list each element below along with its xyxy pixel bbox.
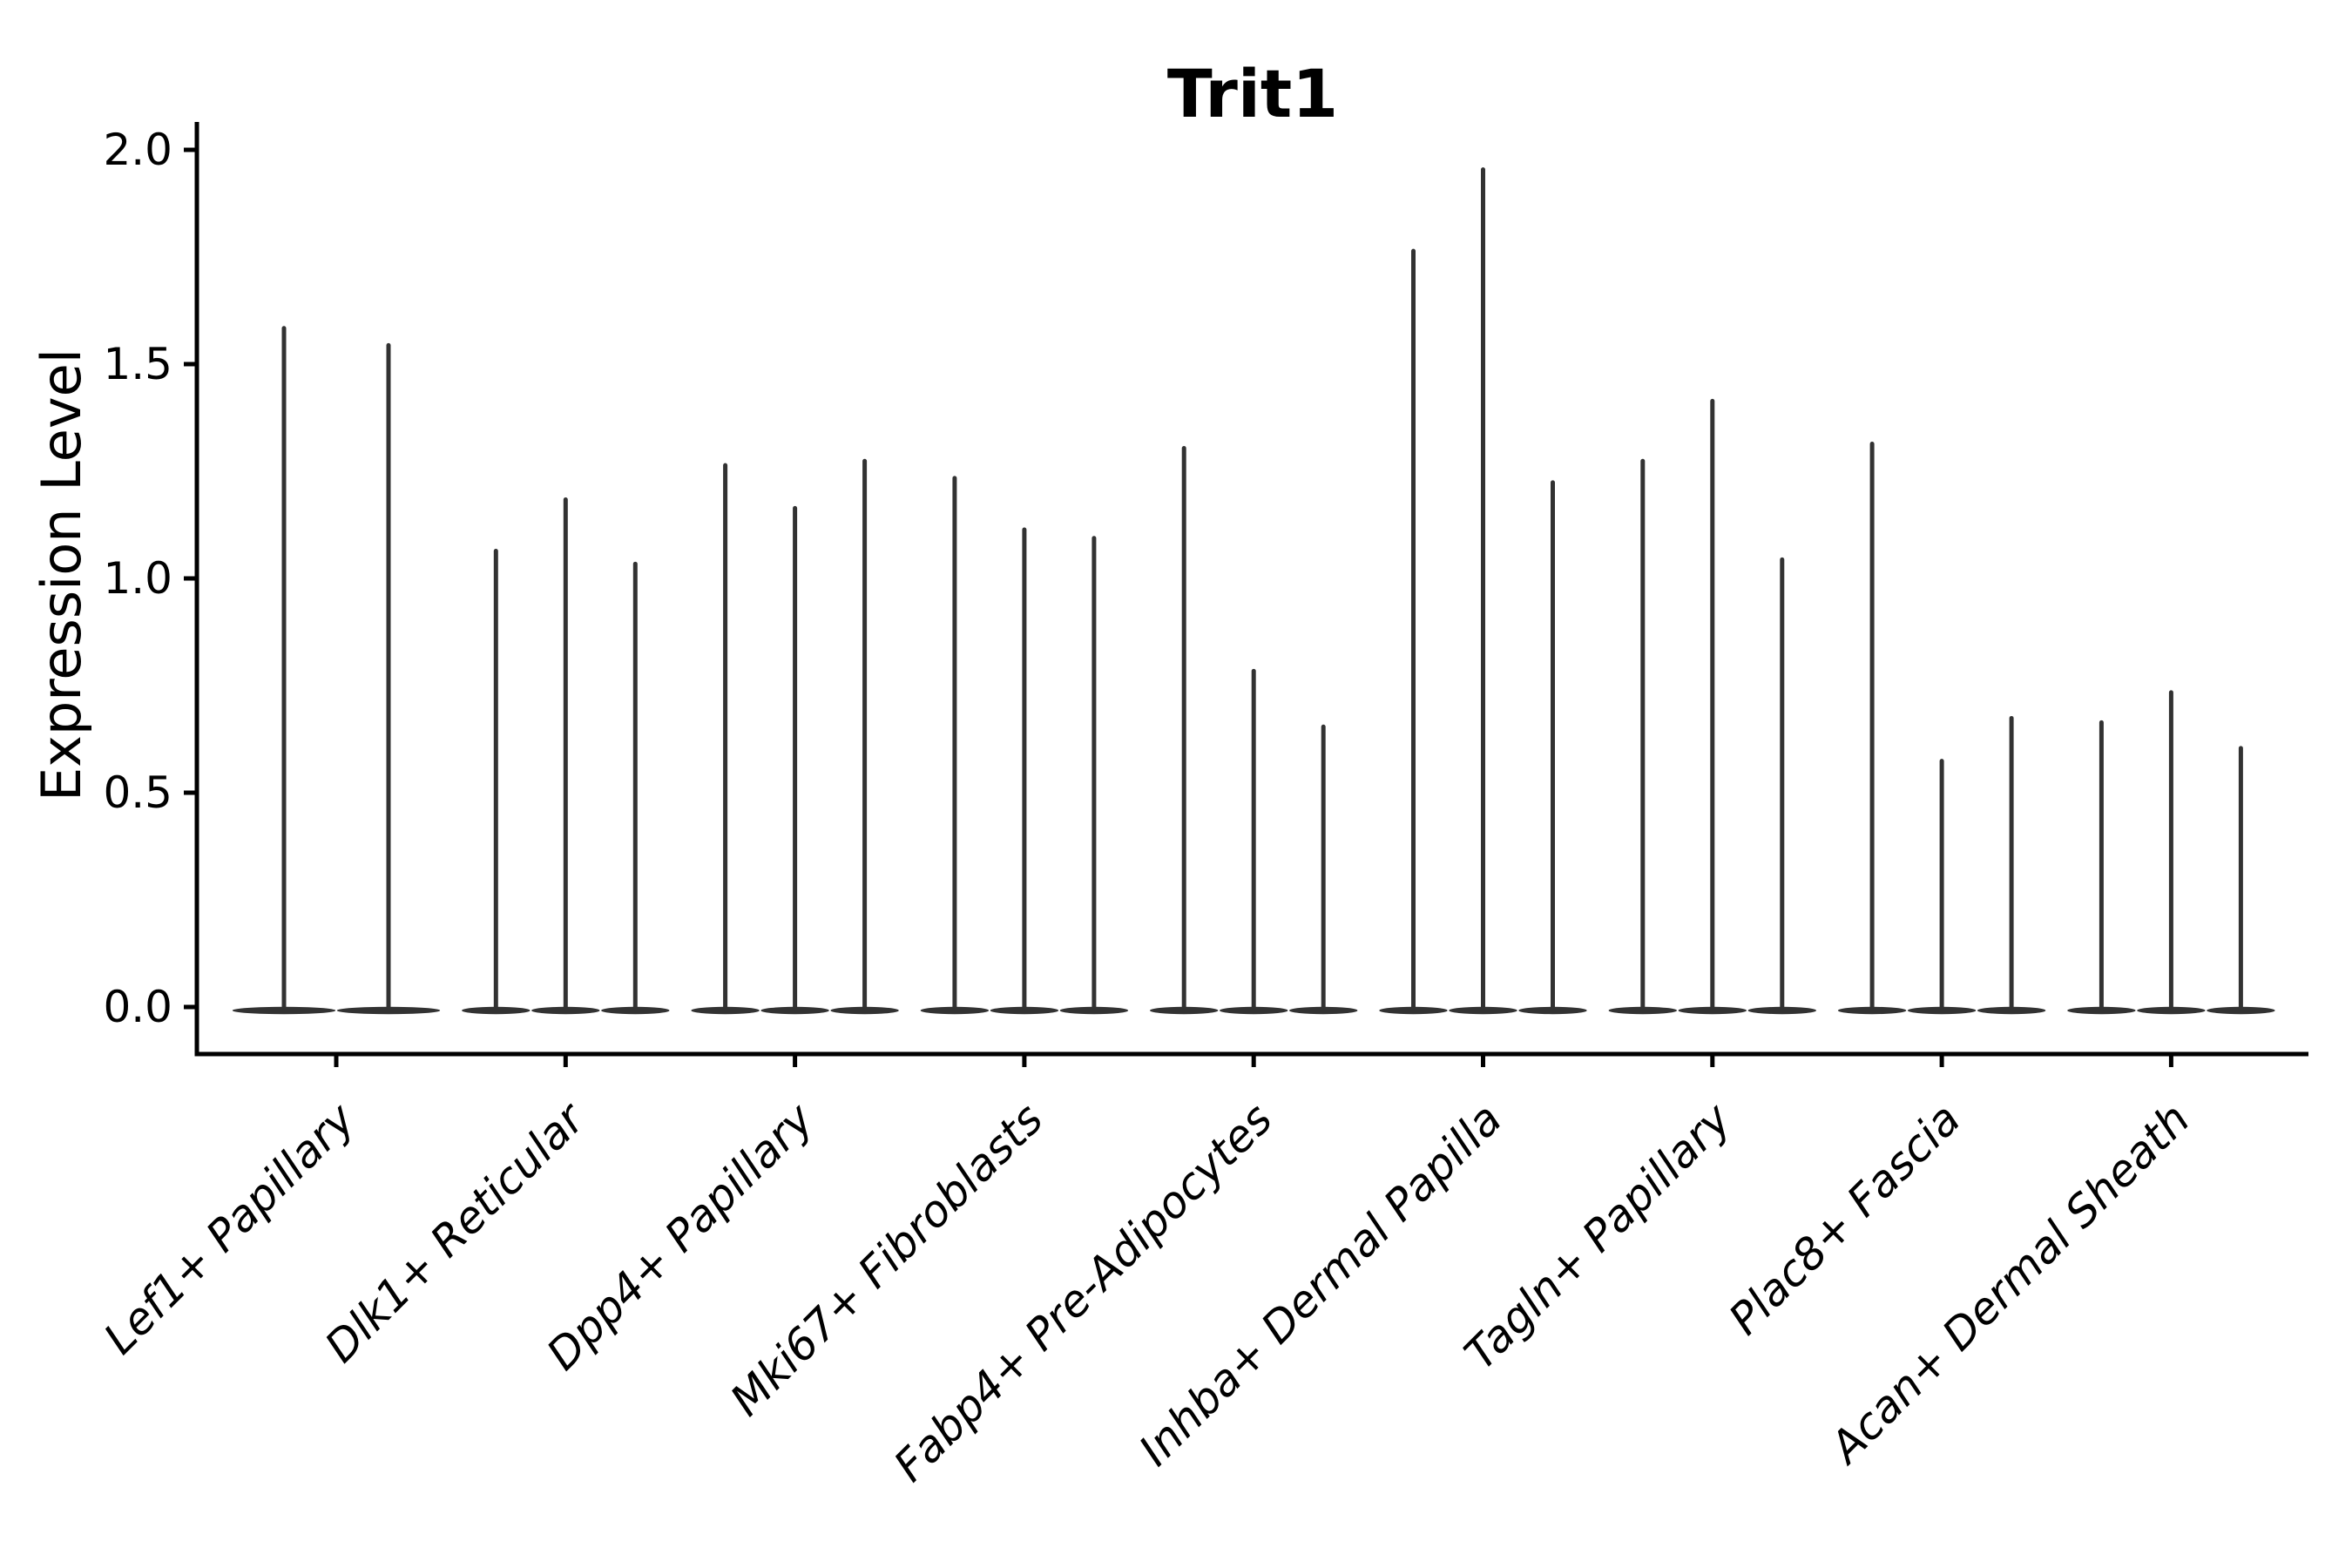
violins <box>232 167 2275 1015</box>
y-tick-label: 1.5 <box>103 339 172 389</box>
violin-group <box>1837 442 2046 1015</box>
y-tick-label: 1.0 <box>103 553 172 604</box>
y-tick-label: 0.0 <box>103 982 172 1032</box>
violin-group <box>2067 690 2275 1015</box>
violin-group <box>232 326 441 1015</box>
x-tick-label: Fabp4+ Pre-Adipocytes <box>884 1093 1282 1491</box>
violin-group <box>462 497 670 1015</box>
violin-group <box>1379 167 1587 1015</box>
y-tick-label: 0.5 <box>103 767 172 818</box>
violin-group <box>691 458 899 1015</box>
y-axis-label: Expression Level <box>30 348 93 801</box>
y-tick-label: 2.0 <box>103 125 172 175</box>
x-tick-label: Inhba+ Dermal Papilla <box>1130 1093 1511 1475</box>
violin-group <box>1150 445 1358 1015</box>
x-tick-label: Acan+ Dermal Sheath <box>1819 1093 2200 1474</box>
violin-group <box>1608 398 1816 1015</box>
y-axis-ticks: 0.0 0.5 1.0 1.5 2.0 <box>103 125 197 1032</box>
x-tick-label: Lef1+ Papillary <box>94 1092 365 1363</box>
violin-group <box>920 476 1129 1015</box>
x-tick-label: Plac8+ Fascia <box>1720 1093 1970 1344</box>
chart-title: Trit1 <box>1167 55 1338 132</box>
